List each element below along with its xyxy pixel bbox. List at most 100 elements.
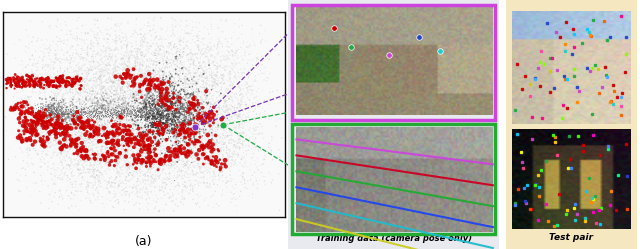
- Point: [90, 65, 100, 69]
- Point: [56, 194, 67, 198]
- Point: [168, 103, 178, 107]
- Point: [30, 135, 40, 139]
- Point: [210, 178, 220, 182]
- Point: [162, 127, 172, 131]
- Point: [236, 129, 246, 133]
- Point: [129, 104, 140, 108]
- Point: [219, 119, 229, 123]
- Point: [197, 162, 207, 166]
- Point: [42, 145, 52, 149]
- Point: [186, 163, 196, 167]
- Point: [165, 82, 175, 86]
- Point: [120, 190, 131, 194]
- Point: [179, 88, 189, 92]
- Point: [33, 65, 43, 69]
- Point: [188, 77, 198, 81]
- Point: [79, 109, 90, 113]
- Point: [210, 143, 220, 147]
- Point: [257, 54, 267, 58]
- Point: [149, 94, 159, 98]
- Point: [43, 135, 53, 139]
- Point: [131, 87, 141, 91]
- Point: [96, 171, 106, 175]
- Point: [177, 55, 188, 59]
- Point: [229, 144, 239, 148]
- Point: [127, 163, 138, 167]
- Point: [45, 115, 56, 119]
- Point: [99, 174, 109, 178]
- Point: [193, 202, 203, 206]
- Point: [93, 107, 103, 111]
- Point: [54, 103, 65, 107]
- Point: [189, 128, 199, 132]
- Point: [240, 50, 250, 54]
- Point: [53, 124, 63, 128]
- Point: [206, 62, 216, 65]
- Point: [74, 169, 84, 173]
- Point: [170, 118, 180, 122]
- Point: [82, 73, 92, 77]
- Point: [153, 133, 163, 137]
- Point: [233, 101, 243, 105]
- Point: [102, 120, 113, 124]
- Point: [134, 86, 144, 90]
- Point: [88, 150, 99, 154]
- Point: [119, 187, 129, 191]
- Point: [148, 84, 158, 88]
- Point: [52, 117, 63, 121]
- Point: [148, 112, 158, 116]
- Point: [154, 129, 164, 133]
- Point: [51, 113, 61, 117]
- Point: [88, 146, 98, 150]
- Point: [116, 95, 126, 99]
- Point: [170, 85, 180, 89]
- Point: [22, 155, 33, 159]
- Point: [12, 105, 22, 109]
- Point: [131, 99, 141, 103]
- Point: [221, 165, 231, 169]
- Point: [165, 122, 175, 126]
- Point: [101, 96, 111, 100]
- Point: [81, 97, 91, 101]
- Point: [121, 178, 131, 182]
- Point: [178, 117, 188, 121]
- Point: [245, 42, 255, 46]
- Point: [111, 137, 121, 141]
- Point: [168, 25, 179, 29]
- Point: [129, 67, 139, 71]
- Point: [125, 105, 135, 109]
- Point: [158, 103, 168, 107]
- Point: [170, 66, 180, 70]
- Point: [164, 104, 174, 108]
- Point: [19, 129, 29, 133]
- Point: [134, 190, 145, 194]
- Point: [186, 112, 196, 116]
- Point: [81, 57, 91, 61]
- Point: [113, 186, 123, 190]
- Point: [104, 71, 114, 75]
- Point: [218, 74, 228, 78]
- Point: [93, 183, 104, 187]
- Point: [178, 81, 188, 85]
- Point: [165, 122, 175, 125]
- Point: [129, 97, 140, 101]
- Point: [104, 108, 114, 112]
- Point: [215, 168, 225, 172]
- Point: [173, 83, 183, 87]
- Point: [176, 56, 186, 60]
- Point: [155, 131, 165, 135]
- Point: [195, 88, 205, 92]
- Point: [154, 85, 164, 89]
- Point: [87, 111, 97, 115]
- Point: [33, 108, 44, 112]
- Point: [68, 104, 79, 108]
- Point: [212, 183, 223, 187]
- Point: [68, 110, 79, 114]
- Point: [116, 99, 127, 103]
- Point: [224, 96, 234, 100]
- Point: [114, 145, 124, 149]
- Point: [31, 111, 42, 115]
- Point: [155, 116, 165, 120]
- Point: [205, 185, 216, 189]
- Point: [211, 163, 221, 167]
